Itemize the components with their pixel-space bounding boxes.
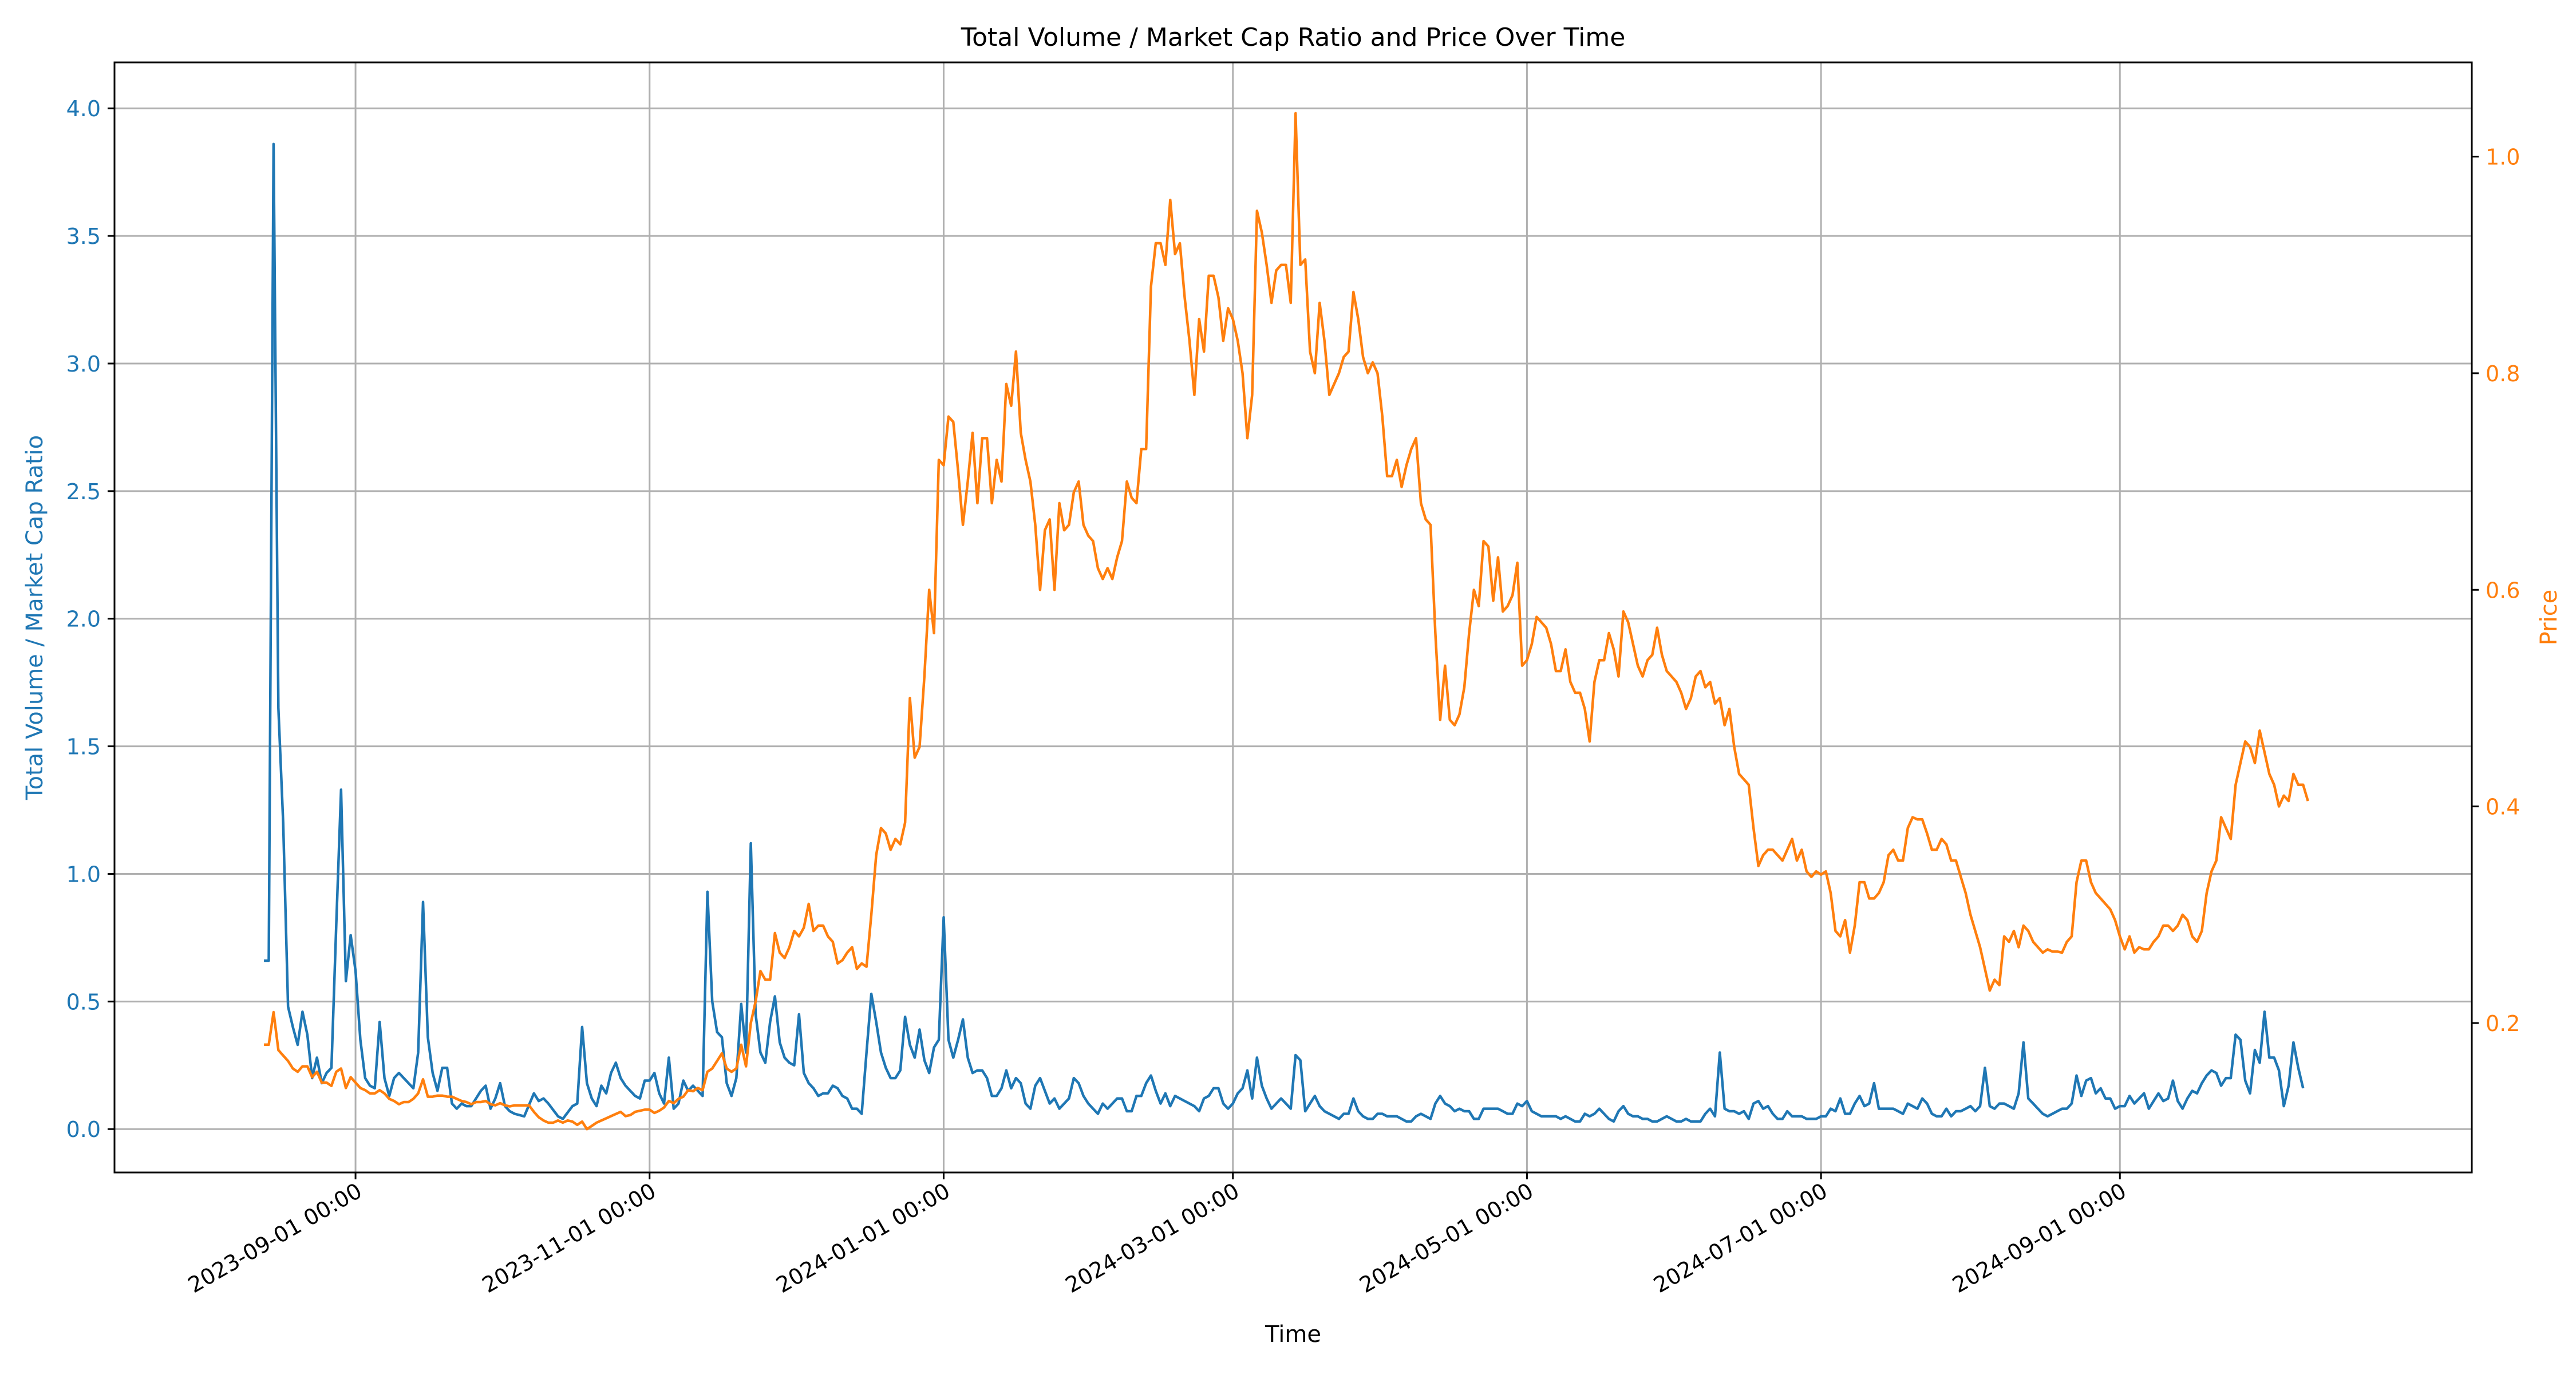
left-y-tick-label: 2.0	[66, 607, 101, 632]
right-y-tick-label: 0.6	[2486, 578, 2520, 603]
left-y-tick-label: 0.0	[66, 1117, 101, 1142]
x-axis-label: Time	[1265, 1321, 1321, 1348]
left-y-tick-label: 4.0	[66, 96, 101, 121]
left-y-tick-label: 3.5	[66, 224, 101, 249]
right-y-axis-label: Price	[2536, 590, 2562, 646]
plot-lines	[264, 112, 2309, 1131]
left-y-axis-label: Total Volume / Market Cap Ratio	[22, 435, 48, 800]
left-y-tick-label: 1.5	[66, 735, 101, 760]
right-y-tick-label: 0.8	[2486, 361, 2520, 386]
left-y-tick-label: 3.0	[66, 352, 101, 377]
right-y-axis: 0.2 0.4 0.6 0.8 1.0	[2472, 145, 2520, 1036]
left-y-axis: 0.0 0.5 1.0 1.5 2.0 2.5 3.0 3.5 4.0	[66, 96, 114, 1142]
price-line	[264, 112, 2309, 1131]
left-y-tick-label: 1.0	[66, 862, 101, 887]
right-y-tick-label: 0.2	[2486, 1011, 2520, 1036]
grid	[114, 62, 2472, 1172]
right-y-tick-label: 0.4	[2486, 795, 2520, 820]
chart-title: Total Volume / Market Cap Ratio and Pric…	[961, 23, 1626, 52]
plot-frame	[113, 61, 2473, 1174]
right-y-tick-label: 1.0	[2486, 145, 2520, 170]
left-y-tick-label: 0.5	[66, 989, 101, 1014]
volume-mcap-ratio-line	[264, 143, 2305, 1123]
left-y-tick-label: 2.5	[66, 479, 101, 504]
